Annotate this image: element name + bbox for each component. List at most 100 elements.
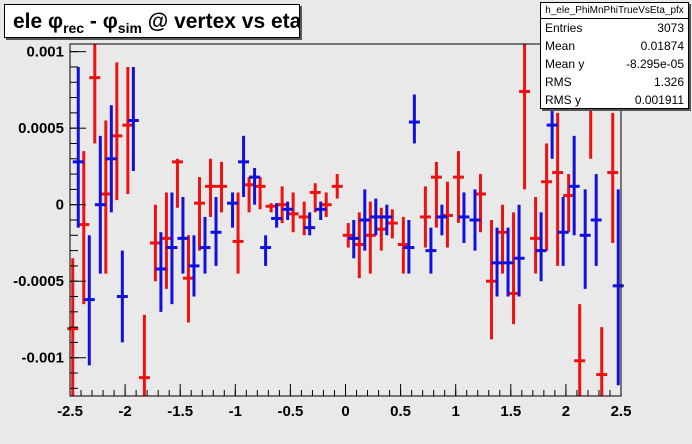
x-tick-label: 0.5 [390, 403, 411, 420]
data-point [227, 192, 239, 228]
stats-box: h_ele_PhiMnPhiTrueVsEta_pfx Entries 3073 … [540, 2, 689, 109]
data-point [557, 197, 569, 266]
data-point [458, 192, 470, 243]
x-tick-label: 2.5 [611, 403, 632, 420]
data-point [353, 212, 365, 279]
data-point [216, 161, 228, 213]
data-point [205, 158, 217, 217]
x-tick-label: -1 [229, 403, 242, 420]
data-point [381, 204, 393, 236]
data-point [574, 304, 586, 396]
data-point [116, 250, 128, 343]
title-phi-rec: φ [48, 10, 64, 33]
y-tick-label: 0.001 [26, 44, 64, 61]
data-point [210, 197, 222, 266]
data-point [486, 220, 498, 340]
data-point [452, 151, 464, 224]
data-point [72, 66, 84, 228]
x-tick-label: -1.5 [167, 403, 193, 420]
data-point [193, 177, 205, 251]
data-point [304, 212, 316, 236]
x-tick-label: 2 [562, 403, 570, 420]
data-point [552, 112, 564, 266]
data-point [474, 174, 486, 233]
data-point [309, 183, 321, 213]
stats-label: RMS y [545, 93, 581, 107]
data-point [182, 235, 194, 323]
data-point [171, 158, 183, 208]
data-point [612, 189, 624, 386]
data-point [364, 201, 376, 274]
data-point [166, 192, 178, 305]
data-point [530, 197, 542, 274]
data-point [502, 227, 514, 297]
data-point [519, 44, 531, 190]
data-point [111, 62, 123, 201]
data-point [375, 207, 387, 251]
data-point [89, 44, 101, 144]
data-point [370, 198, 382, 236]
data-point [127, 66, 139, 172]
data-point [188, 235, 200, 297]
data-point [83, 235, 95, 366]
data-point [149, 204, 161, 282]
stats-value: 0.01874 [640, 39, 684, 53]
data-point [320, 192, 332, 217]
data-point [315, 201, 327, 220]
stats-label: Mean [545, 39, 576, 53]
data-point [579, 189, 591, 289]
data-point [563, 174, 575, 233]
data-point [177, 197, 189, 274]
data-point [254, 177, 266, 210]
data-point [232, 192, 244, 274]
data-point [271, 203, 283, 228]
data-marks [67, 44, 624, 396]
stats-value: 0.001911 [634, 93, 684, 107]
data-point [331, 174, 343, 199]
data-point [568, 135, 580, 236]
x-tick-label: 1 [452, 403, 460, 420]
stats-row-rms: RMS 1.326 [541, 73, 688, 91]
data-point [441, 181, 453, 248]
data-point [78, 151, 90, 305]
x-tick-label: 1.5 [500, 403, 521, 420]
data-point [425, 227, 437, 274]
stats-histogram-name: h_ele_PhiMnPhiTrueVsEta_pfx [541, 3, 688, 19]
stats-value: -8.295e-05 [625, 57, 684, 71]
data-point [436, 204, 448, 236]
plot-title: ele φrec - φsim @ vertex vs eta [4, 4, 300, 38]
data-point [596, 327, 608, 396]
x-tick-label: -2 [118, 403, 131, 420]
data-point [105, 105, 117, 213]
data-point [276, 186, 288, 224]
data-point [342, 223, 354, 248]
axes: -2.5 -2 -1.5 -1 -0.5 0 0.5 1 1.5 2 2.5 -0.001 -0.000… [13, 43, 632, 420]
title-sub-sim: sim [117, 20, 142, 37]
y-tick-label: -0.0005 [13, 273, 64, 290]
data-point [430, 161, 442, 228]
y-tick-label: 0 [56, 197, 64, 214]
data-point [469, 189, 481, 251]
data-point [403, 220, 415, 274]
title-phi-sim: φ [102, 10, 118, 33]
data-point [535, 212, 547, 282]
data-point [397, 216, 409, 274]
title-sub-rec: rec [63, 20, 85, 37]
data-point [155, 232, 167, 312]
data-point [419, 186, 431, 248]
y-tick-label: -0.001 [21, 350, 64, 367]
data-point [265, 203, 277, 213]
data-point [260, 235, 272, 266]
data-point [287, 192, 299, 233]
data-point [94, 135, 106, 274]
data-point [590, 174, 602, 266]
data-point [138, 314, 150, 396]
stats-label: RMS [545, 75, 572, 89]
data-point [491, 227, 503, 297]
x-tick-label: -0.5 [277, 403, 303, 420]
title-minus: - [84, 10, 103, 33]
stats-label: Mean y [545, 57, 585, 71]
y-tick-label: 0.0005 [18, 120, 64, 137]
